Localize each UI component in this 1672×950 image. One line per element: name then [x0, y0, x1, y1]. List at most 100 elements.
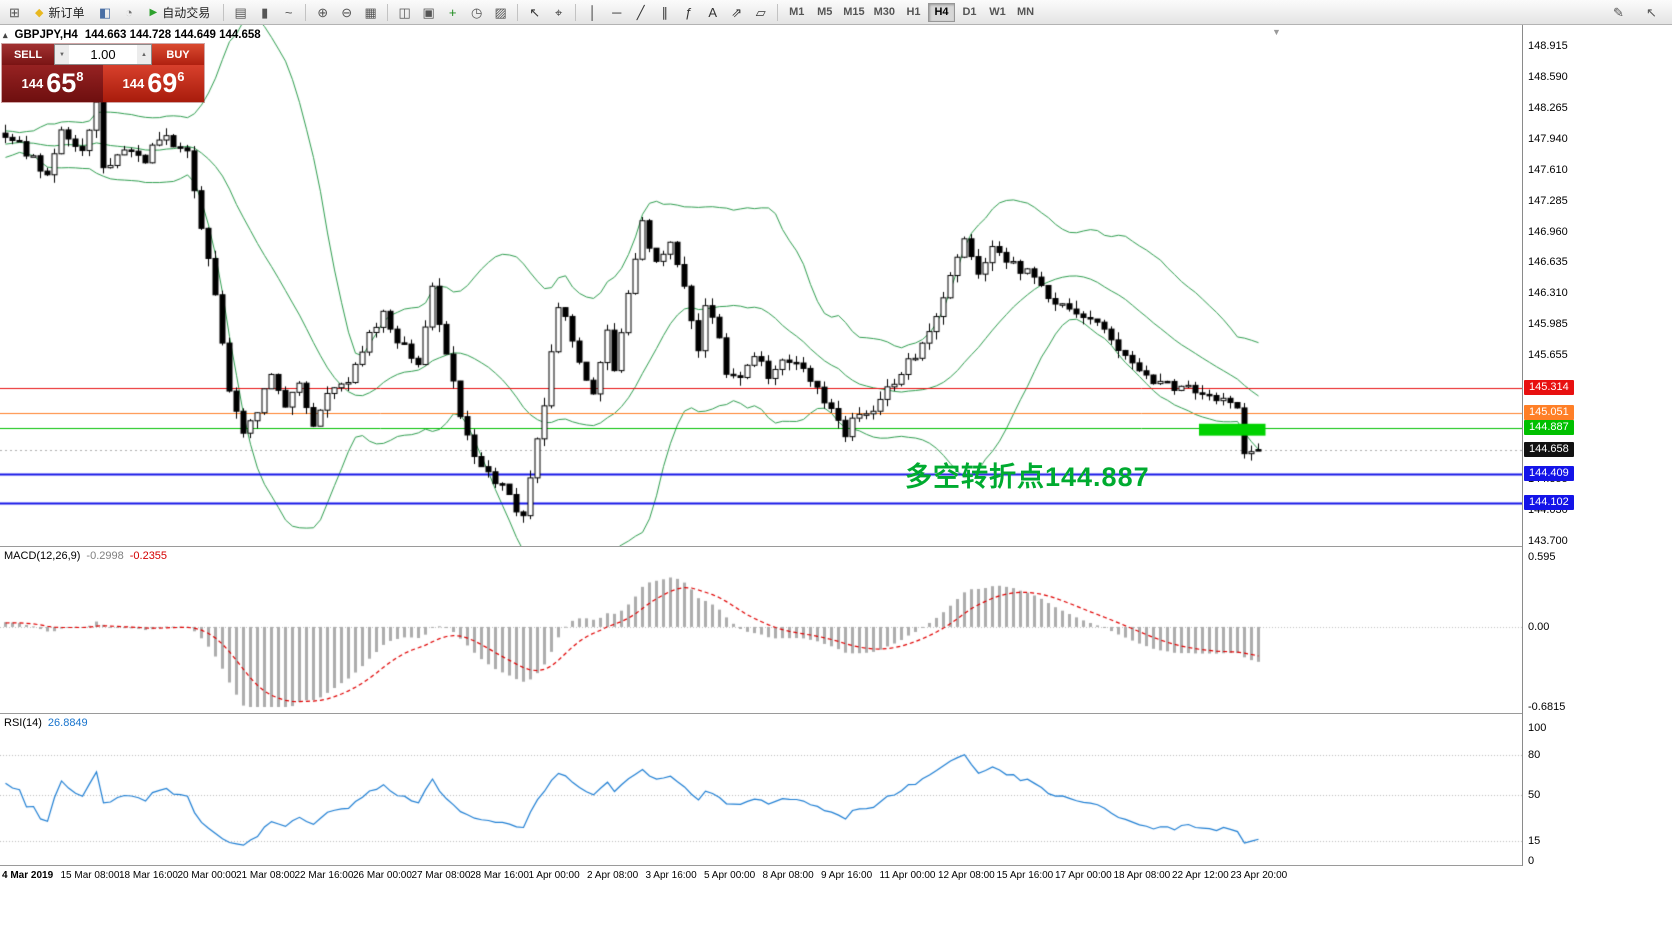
volume-decrease-button[interactable]: ▼ — [55, 45, 69, 64]
price-scale-label: 148.265 — [1528, 101, 1568, 114]
zoom-in-button[interactable]: ⊕ — [311, 2, 334, 23]
price-badge: 145.051 — [1524, 404, 1574, 420]
price-badge: 144.658 — [1524, 442, 1574, 458]
time-axis-label: 22 Mar 16:00 — [294, 870, 354, 881]
track-chart-button[interactable]: ▣ — [417, 2, 440, 23]
price-scale-label: -0.6815 — [1528, 701, 1566, 713]
toolbar-group-cursor: ↖ ⌖ — [523, 2, 570, 23]
shapes-button[interactable]: ▱ — [749, 2, 772, 23]
chart-shift-marker[interactable]: ▼ — [1272, 27, 1281, 37]
buy-button[interactable]: BUY — [152, 44, 204, 65]
chart-annotation-text: 多空转折点144.887 — [905, 462, 1150, 492]
sell-price-display[interactable]: 144 65 8 — [2, 65, 103, 102]
rsi-canvas[interactable] — [0, 714, 1522, 865]
arrow-tool-button[interactable]: ⇗ — [725, 2, 748, 23]
templates-button[interactable]: ▨ — [489, 2, 512, 23]
line-chart-button[interactable]: ~ — [277, 2, 300, 23]
rsi-label: RSI(14) 26.8849 — [4, 717, 88, 729]
price-scale-label: 0.00 — [1528, 620, 1550, 633]
toolbar-separator — [517, 3, 519, 21]
toolbar-group-right: ✎ ↖ — [1607, 2, 1663, 23]
tile-windows-button[interactable]: ▦ — [359, 2, 382, 23]
price-scale-label: 143.700 — [1528, 535, 1568, 547]
sell-button[interactable]: SELL — [2, 44, 54, 65]
zoom-out-button[interactable]: ⊖ — [335, 2, 358, 23]
price-scale-label: 146.960 — [1528, 225, 1568, 238]
new-order-button[interactable]: ◆ 新订单 — [27, 2, 92, 23]
time-axis-label: 21 Mar 08:00 — [236, 870, 295, 881]
price-scale-label: 50 — [1528, 788, 1541, 801]
tf-h4[interactable]: H4 — [928, 2, 956, 22]
volume-input[interactable] — [69, 45, 137, 64]
time-axis-label: 9 Apr 16:00 — [821, 870, 873, 881]
toolbar-separator — [305, 3, 307, 21]
macd-value-signal: -0.2355 — [129, 550, 168, 562]
periods-button[interactable]: ◷ — [465, 2, 488, 23]
tf-h1[interactable]: H1 — [900, 3, 927, 22]
rsi-panel: RSI(14) 26.8849 — [0, 714, 1522, 865]
autotrading-label: 自动交易 — [162, 5, 211, 20]
macd-canvas[interactable] — [0, 547, 1522, 713]
symbol-title: GBPJPY,H4 — [14, 29, 78, 41]
candlestick-chart-button[interactable]: ▮ — [253, 2, 276, 23]
main-toolbar: ⊞ ◆ 新订单 ◧ ◔ ▶ 自动交易 ▤ ▮ ~ ⊕ ⊖ ▦ ◫ ▣ + ◷ ▨ ↖ ⌖ — [0, 0, 1672, 25]
price-scale-label: 145.655 — [1528, 349, 1568, 362]
tf-w1[interactable]: W1 — [984, 3, 1011, 22]
tf-m5[interactable]: M5 — [811, 3, 838, 22]
fibonacci-button[interactable]: ƒ — [677, 2, 700, 23]
cursor-tool-button[interactable]: ↖ — [523, 2, 546, 23]
metaeditor-icon[interactable]: ◧ — [93, 2, 116, 23]
buy-price-display[interactable]: 144 69 6 — [103, 65, 204, 102]
price-chart-canvas[interactable] — [0, 25, 1522, 546]
vertical-line-button[interactable]: │ — [581, 2, 604, 23]
time-axis-label: 5 Apr 00:00 — [704, 870, 756, 881]
price-chart-panel: ▴ GBPJPY,H4 144.663 144.728 144.649 144.… — [0, 25, 1522, 546]
options-icon[interactable]: ◔ — [117, 2, 140, 23]
channel-button[interactable]: ∥ — [653, 2, 676, 23]
tf-mn[interactable]: MN — [1012, 3, 1039, 22]
toolbar-separator — [777, 3, 779, 21]
price-scale-label: 147.610 — [1528, 163, 1568, 176]
tf-d1[interactable]: D1 — [956, 3, 983, 22]
text-tool-button[interactable]: A — [701, 2, 724, 23]
volume-increase-button[interactable]: ▲ — [137, 45, 151, 64]
sell-price-big: 65 — [46, 68, 77, 98]
crosshair-tool-button[interactable]: ⌖ — [547, 2, 570, 23]
pointer-button[interactable]: ↖ — [1640, 2, 1663, 23]
add-indicator-button[interactable]: + — [441, 2, 464, 23]
tf-m1[interactable]: M1 — [783, 3, 810, 22]
trendline-button[interactable]: ╱ — [629, 2, 652, 23]
oct-collapse-icon[interactable]: ▴ — [3, 29, 8, 40]
time-axis-label: 26 Mar 00:00 — [353, 870, 412, 881]
toolbar-group-windows: ◫ ▣ + ◷ ▨ — [393, 2, 512, 23]
horizontal-line-button[interactable]: ─ — [605, 2, 628, 23]
tf-m30[interactable]: M30 — [870, 3, 899, 22]
autotrading-button[interactable]: ▶ 自动交易 — [141, 2, 218, 23]
tf-m15[interactable]: M15 — [839, 3, 868, 22]
time-axis[interactable]: 4 Mar 2019 15 Mar 08:00 18 Mar 16:00 20 Mar… — [0, 866, 1672, 892]
timeframe-toolbar: M1 M5 M15 M30 H1 H4 D1 W1 MN — [783, 2, 1039, 22]
toolbar-group-charttype: ▤ ▮ ~ — [229, 2, 300, 23]
price-scale-label: 100 — [1528, 722, 1547, 734]
sell-price-prefix: 144 — [21, 76, 44, 91]
panel-splitter[interactable] — [0, 546, 1672, 547]
time-axis-label: 28 Mar 16:00 — [470, 870, 529, 881]
rsi-name: RSI(14) — [4, 717, 42, 729]
panel-splitter[interactable] — [0, 865, 1672, 866]
price-scale-label: 148.590 — [1528, 70, 1568, 83]
time-axis-label: 20 Mar 00:00 — [177, 870, 237, 881]
toolbar-separator — [575, 3, 577, 21]
buy-price-big: 69 — [147, 68, 178, 98]
symbol-info: ▴ GBPJPY,H4 144.663 144.728 144.649 144.… — [3, 29, 261, 41]
new-chart-button[interactable]: ⊞ — [3, 2, 26, 23]
auto-arrange-button[interactable]: ◫ — [393, 2, 416, 23]
new-order-label: 新订单 — [48, 5, 85, 20]
bar-chart-button[interactable]: ▤ — [229, 2, 252, 23]
time-axis-label: 18 Apr 08:00 — [1113, 870, 1171, 881]
edit-button[interactable]: ✎ — [1607, 2, 1630, 23]
time-axis-label: 11 Apr 00:00 — [879, 870, 936, 881]
price-scale[interactable]: 148.915 148.590 148.265 147.940 147.610 147.2… — [1522, 25, 1672, 867]
panel-splitter[interactable] — [0, 713, 1672, 714]
